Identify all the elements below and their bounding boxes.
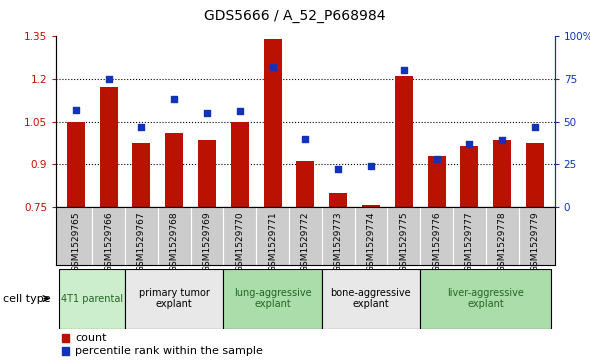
Point bbox=[530, 124, 540, 130]
Bar bbox=[132, 143, 150, 207]
Text: GSM1529765: GSM1529765 bbox=[71, 212, 80, 272]
Text: GSM1529773: GSM1529773 bbox=[333, 212, 343, 272]
Point bbox=[333, 167, 343, 172]
Text: 4T1 parental: 4T1 parental bbox=[61, 294, 123, 303]
Text: lung-aggressive
explant: lung-aggressive explant bbox=[234, 288, 312, 309]
Bar bbox=[100, 87, 117, 207]
Text: GSM1529769: GSM1529769 bbox=[202, 212, 211, 272]
Point bbox=[202, 110, 212, 116]
Text: bone-aggressive
explant: bone-aggressive explant bbox=[330, 288, 411, 309]
Bar bbox=[428, 156, 445, 207]
Text: GSM1529766: GSM1529766 bbox=[104, 212, 113, 272]
Bar bbox=[362, 205, 380, 207]
Bar bbox=[329, 193, 347, 207]
Text: GSM1529777: GSM1529777 bbox=[465, 212, 474, 272]
Bar bbox=[420, 269, 551, 329]
Point bbox=[464, 141, 474, 147]
Bar bbox=[231, 122, 249, 207]
Bar bbox=[125, 269, 224, 329]
Text: GDS5666 / A_52_P668984: GDS5666 / A_52_P668984 bbox=[204, 9, 386, 23]
Text: GSM1529776: GSM1529776 bbox=[432, 212, 441, 272]
Text: GSM1529770: GSM1529770 bbox=[235, 212, 244, 272]
Text: GSM1529768: GSM1529768 bbox=[170, 212, 179, 272]
Point bbox=[104, 76, 113, 82]
Point bbox=[399, 68, 408, 73]
Point bbox=[268, 64, 277, 70]
Text: GSM1529774: GSM1529774 bbox=[366, 212, 375, 272]
Bar bbox=[60, 269, 125, 329]
Bar bbox=[198, 140, 216, 207]
Text: primary tumor
explant: primary tumor explant bbox=[139, 288, 209, 309]
Bar bbox=[224, 269, 322, 329]
Text: GSM1529772: GSM1529772 bbox=[301, 212, 310, 272]
Bar bbox=[67, 122, 85, 207]
Text: GSM1529778: GSM1529778 bbox=[497, 212, 507, 272]
Bar bbox=[395, 76, 413, 207]
Text: cell type: cell type bbox=[3, 294, 51, 303]
Text: GSM1529779: GSM1529779 bbox=[530, 212, 539, 272]
Point bbox=[137, 124, 146, 130]
Bar bbox=[296, 162, 314, 207]
Bar bbox=[493, 140, 511, 207]
Point bbox=[432, 156, 441, 162]
Point bbox=[235, 109, 244, 114]
Text: GSM1529775: GSM1529775 bbox=[399, 212, 408, 272]
Text: percentile rank within the sample: percentile rank within the sample bbox=[75, 346, 263, 356]
Text: count: count bbox=[75, 333, 106, 343]
Bar bbox=[526, 143, 544, 207]
Point bbox=[497, 138, 507, 143]
Point bbox=[71, 107, 80, 113]
Bar bbox=[264, 39, 281, 207]
Text: liver-aggressive
explant: liver-aggressive explant bbox=[447, 288, 524, 309]
Bar bbox=[165, 133, 183, 207]
Text: GSM1529767: GSM1529767 bbox=[137, 212, 146, 272]
Text: GSM1529771: GSM1529771 bbox=[268, 212, 277, 272]
Point bbox=[366, 163, 376, 169]
Point bbox=[169, 97, 179, 102]
Point bbox=[300, 136, 310, 142]
Bar bbox=[460, 146, 478, 207]
Bar bbox=[322, 269, 420, 329]
